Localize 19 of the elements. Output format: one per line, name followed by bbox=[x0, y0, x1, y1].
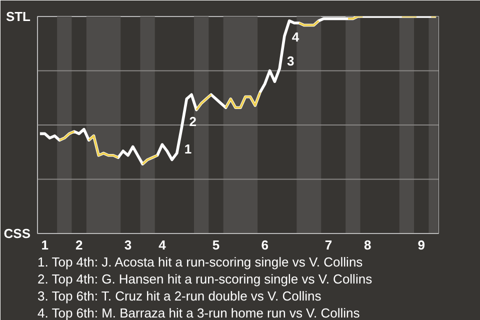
annotation: 4 bbox=[292, 30, 300, 45]
text: 3. Top 6th: T. Cruz hit a 2-run double vs V. Collins bbox=[38, 288, 322, 304]
annotation: 1 bbox=[184, 141, 192, 156]
x-tick-label: 7 bbox=[324, 238, 332, 252]
x-tick-label: 4 bbox=[158, 238, 167, 252]
text: 2. Top 4th: G. Hansen hit a run-scoring single vs V. Collins bbox=[38, 272, 373, 286]
x-tick-label: 6 bbox=[261, 238, 269, 252]
text: 4. Top 6th: M. Barraza hit a 3-run home run vs V. Collins bbox=[38, 306, 360, 320]
annotation: 2 bbox=[189, 114, 196, 130]
text: STL bbox=[6, 9, 31, 24]
x-tick-label: 5 bbox=[212, 238, 220, 252]
x-tick-label: 1 bbox=[41, 238, 48, 252]
annotation: 3 bbox=[287, 53, 294, 68]
x-tick-label: 3 bbox=[124, 238, 132, 252]
text: 1. Top 4th: J. Acosta hit a run-scoring single vs V. Collins bbox=[38, 254, 364, 270]
text: CSS bbox=[4, 226, 31, 241]
x-tick-label: 8 bbox=[364, 238, 372, 252]
x-tick-label: 9 bbox=[418, 238, 426, 252]
x-tick-label: 2 bbox=[75, 238, 83, 252]
